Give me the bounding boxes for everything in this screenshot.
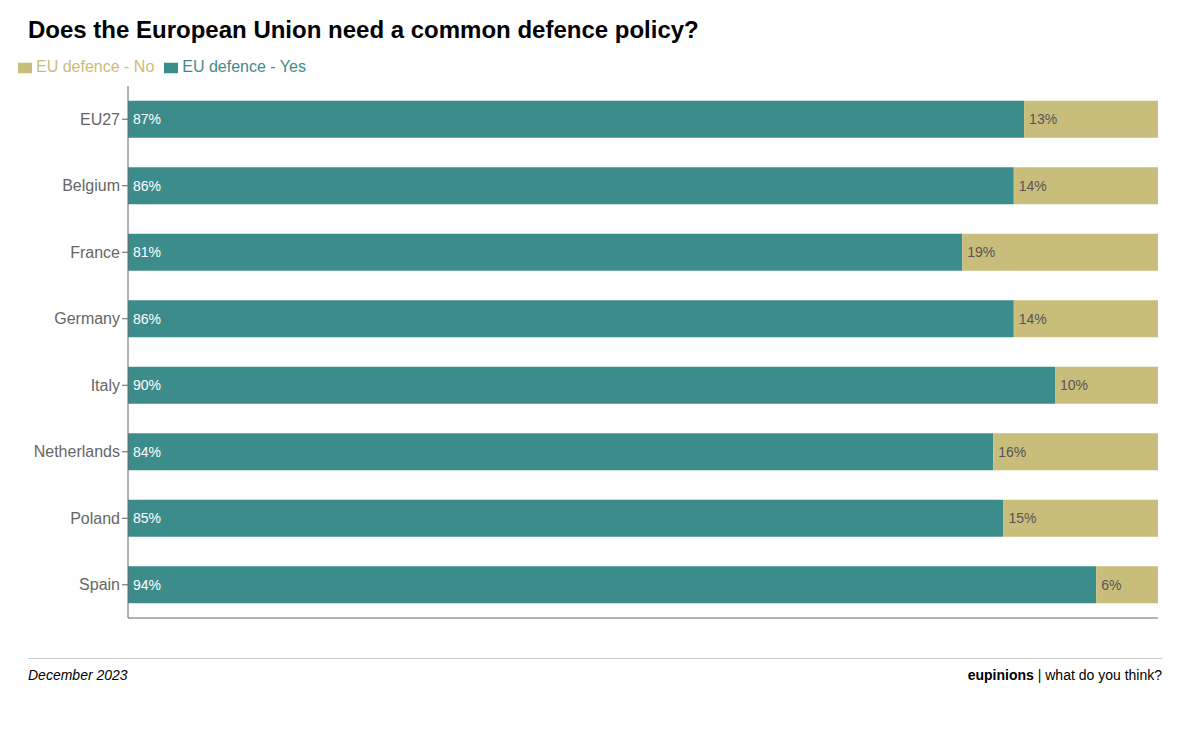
svg-text:Germany: Germany [54,310,120,327]
svg-text:France: France [70,244,120,261]
svg-text:15%: 15% [1009,510,1037,526]
svg-text:13%: 13% [1029,111,1057,127]
svg-text:85%: 85% [133,510,161,526]
svg-text:86%: 86% [133,178,161,194]
svg-text:6%: 6% [1101,577,1121,593]
svg-text:Italy: Italy [91,377,120,394]
svg-text:Netherlands: Netherlands [34,443,120,460]
svg-text:81%: 81% [133,244,161,260]
svg-text:84%: 84% [133,444,161,460]
svg-text:16%: 16% [998,444,1026,460]
svg-text:Belgium: Belgium [62,177,120,194]
html-text:EU defence - No: EU defence - No [36,58,155,75]
svg-text:EU27: EU27 [80,111,120,128]
svg-text:90%: 90% [133,377,161,393]
svg-text:94%: 94% [133,577,161,593]
svg-text:14%: 14% [1019,178,1047,194]
html-text:eupinions | what do you think?: eupinions | what do you think? [967,667,1162,683]
svg-text:19%: 19% [967,244,995,260]
svg-text:Poland: Poland [70,510,120,527]
html-text:December 2023: December 2023 [28,667,128,683]
svg-text:10%: 10% [1060,377,1088,393]
svg-text:87%: 87% [133,111,161,127]
svg-text:Spain: Spain [79,576,120,593]
html-text:Does the European Union need a: Does the European Union need a common de… [28,16,699,43]
svg-text:86%: 86% [133,311,161,327]
html-text:EU defence - Yes: EU defence - Yes [182,58,306,75]
svg-text:14%: 14% [1019,311,1047,327]
